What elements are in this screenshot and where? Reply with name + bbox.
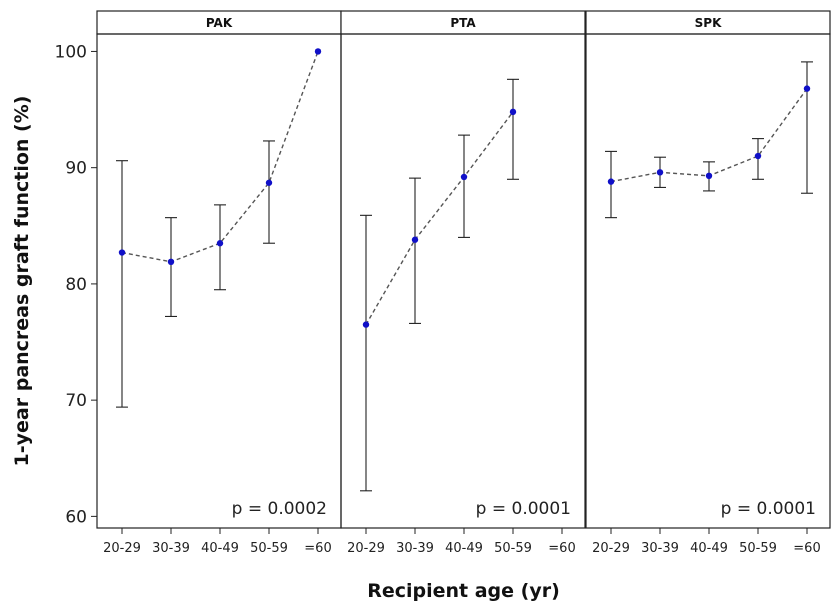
data-point [314,48,322,55]
data-point [216,240,224,247]
y-axis: 60 70 80 90 100 [55,42,97,527]
error-bar [409,177,421,324]
data-point [705,172,713,180]
x-tick-label: =60 [304,541,331,556]
x-tick-label: 30-39 [641,541,679,556]
y-tick-label: 70 [65,391,87,411]
panel-title: PAK [206,16,233,30]
error-bar [214,204,226,291]
data-point [803,85,811,92]
error-bar [116,160,128,408]
data-point [460,173,468,181]
p-value-label: p = 0.0001 [476,499,571,519]
data-point [509,108,517,116]
series-line [365,111,514,325]
data-point [265,179,273,186]
x-tick-label: 50-59 [494,541,532,556]
panel-frame [585,33,831,529]
y-tick-label: 100 [55,42,87,62]
data-point [118,249,126,256]
x-tick-label: =60 [793,541,820,556]
panel-pta: PTA 20-29 30-39 40-49 50-59 =60 p = 0.0001 [340,10,586,556]
x-tick-label: =60 [548,541,575,556]
y-tick-label: 80 [65,275,87,295]
x-tick-label: 40-49 [201,541,239,556]
y-tick-label: 60 [65,507,87,527]
data-point [656,169,664,176]
panel-pak: PAK 20-29 30-39 40-49 50-59 =60 p = 0.0002 [96,10,342,556]
x-tick-label: 40-49 [445,541,483,556]
panel-title: SPK [695,16,722,30]
x-tick-label: 50-59 [739,541,777,556]
y-axis-label: 1-year pancreas graft function (%) [11,96,33,467]
x-tick-label: 50-59 [250,541,288,556]
error-bar [165,217,177,318]
series-line [121,51,319,263]
data-point [362,321,370,328]
panel-title: PTA [450,16,476,30]
error-bar [263,140,275,244]
panel-frame [340,33,586,529]
x-tick-label: 20-29 [347,541,385,556]
error-bar [801,61,813,194]
data-point [607,178,615,185]
data-point [167,258,175,266]
p-value-label: p = 0.0002 [232,499,327,519]
x-tick-label: 40-49 [690,541,728,556]
data-point [411,236,419,243]
panel-spk: SPK 20-29 30-39 40-49 50-59 =60 p = 0.0001 [585,10,831,556]
error-bar [360,214,372,492]
y-tick-label: 90 [65,159,87,179]
x-tick-label: 30-39 [152,541,190,556]
data-point [754,152,762,160]
x-tick-label: 20-29 [592,541,630,556]
x-axis-label: Recipient age (yr) [367,580,560,602]
x-tick-label: 30-39 [396,541,434,556]
panel-frame [96,33,342,529]
error-bar [458,134,470,238]
x-tick-label: 20-29 [103,541,141,556]
p-value-label: p = 0.0001 [721,499,816,519]
panels-layer: PAK 20-29 30-39 40-49 50-59 =60 p = 0.0002 PTA 2… [96,10,831,556]
error-bar [507,78,519,180]
